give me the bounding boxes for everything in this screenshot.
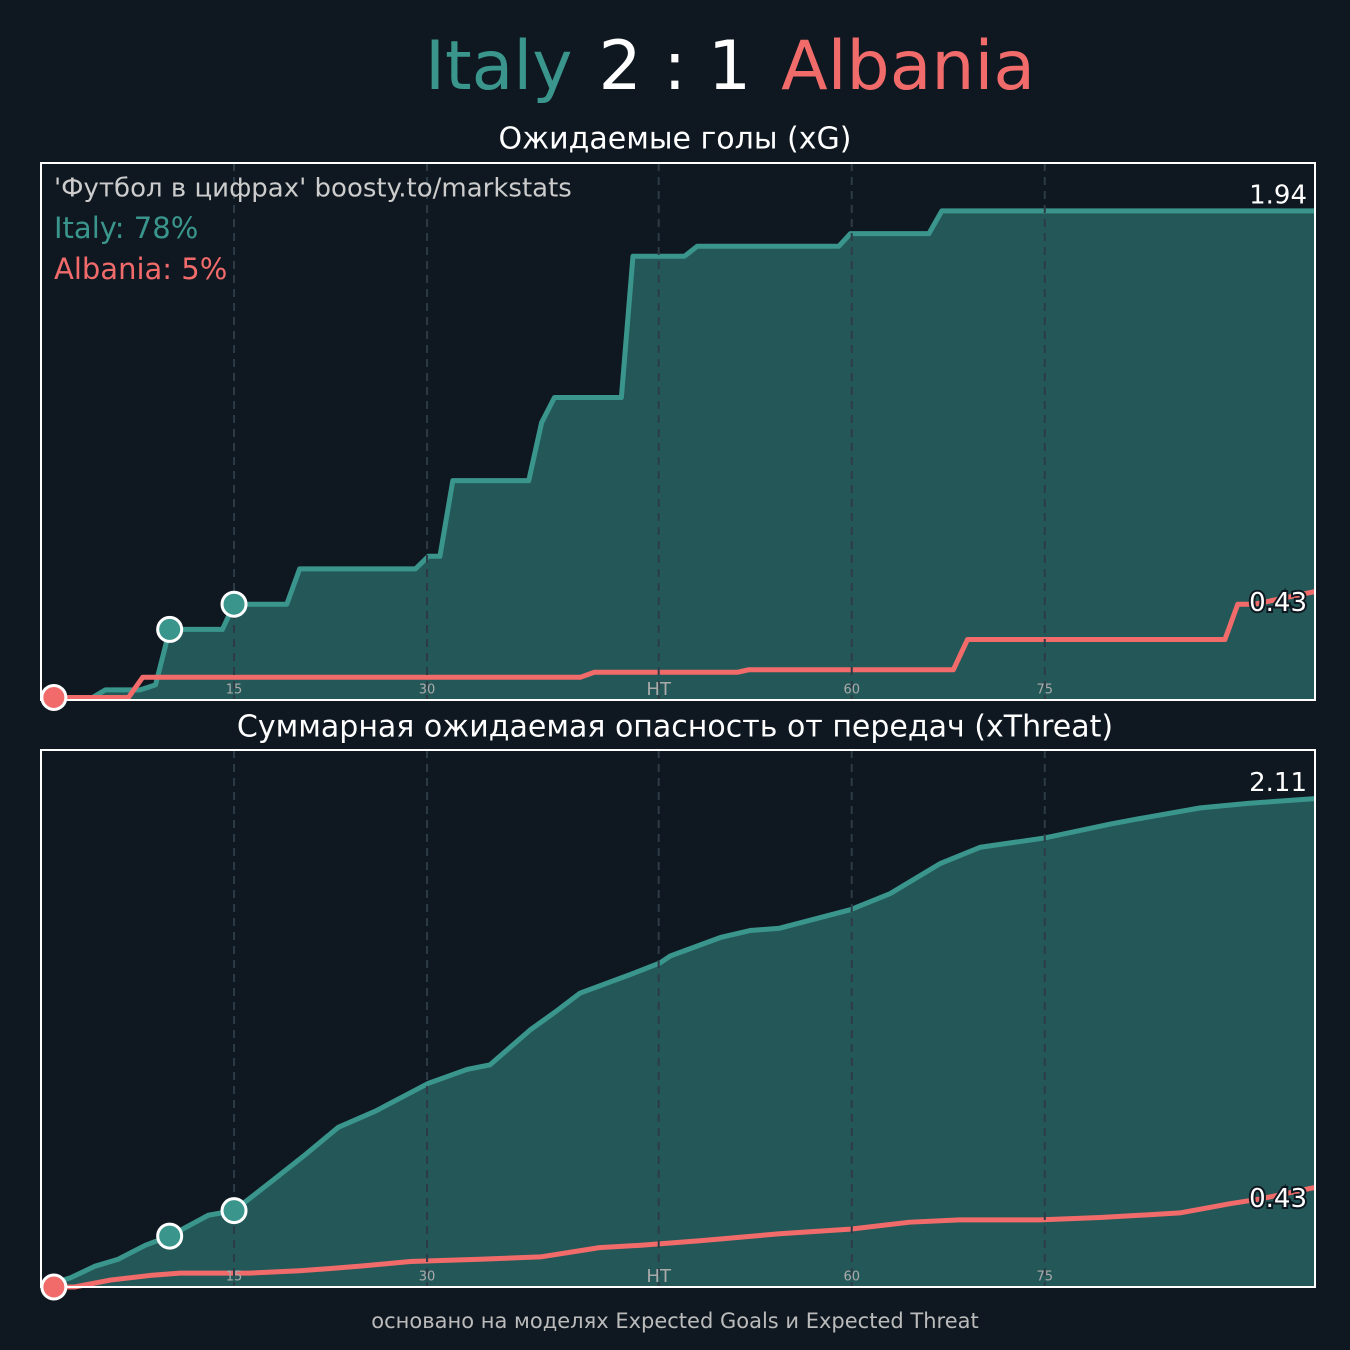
plot — [41, 208, 1316, 700]
plot — [41, 796, 1316, 1290]
x-tick-label: 60 — [843, 1270, 860, 1285]
line — [41, 1185, 1316, 1290]
x-tick-label: 15 — [226, 1270, 243, 1285]
plot-frame — [40, 162, 1316, 701]
x-tick-label: 60 — [843, 683, 860, 698]
x-tick-label: 75 — [1036, 683, 1053, 698]
x-tick-label: HT — [646, 1266, 672, 1287]
area — [41, 798, 1315, 1287]
annotation: Albania: 5% — [54, 252, 227, 286]
goal-marker — [156, 1222, 184, 1250]
x-tick-label: 15 — [226, 683, 243, 698]
footer: основано на моделях Expected Goals и Exp… — [371, 1309, 978, 1333]
score: 2 : 1 — [598, 27, 751, 106]
goal-marker — [156, 615, 184, 643]
end-value-label: 1.94 — [1249, 180, 1307, 210]
home-team: Italy — [425, 27, 573, 106]
line — [41, 796, 1316, 1290]
end-value-label: 0.43 — [1249, 1184, 1307, 1214]
area — [41, 210, 1315, 700]
goal-marker — [40, 1273, 68, 1301]
end-value-label: 0.43 — [1249, 588, 1307, 618]
x-tick-label: 30 — [419, 683, 436, 698]
x-tick-label: 75 — [1036, 1270, 1053, 1285]
plot-frame — [40, 749, 1316, 1288]
annotation: 'Футбол в цифрах' boosty.to/markstats — [54, 174, 572, 204]
goal-marker — [220, 590, 248, 618]
goal-marker — [40, 683, 68, 711]
goal-marker — [220, 1197, 248, 1225]
end-value-label: 2.11 — [1249, 768, 1307, 798]
chart-title: Суммарная ожидаемая опасность от передач… — [237, 710, 1113, 745]
annotation: Italy: 78% — [54, 211, 198, 245]
chart-title: Ожидаемые голы (xG) — [499, 122, 852, 157]
line — [41, 589, 1316, 700]
match-header: Italy 2 : 1 Albania — [425, 27, 1035, 106]
x-tick-label: HT — [646, 679, 672, 700]
x-tick-label: 30 — [419, 1270, 436, 1285]
away-team: Albania — [781, 27, 1035, 106]
